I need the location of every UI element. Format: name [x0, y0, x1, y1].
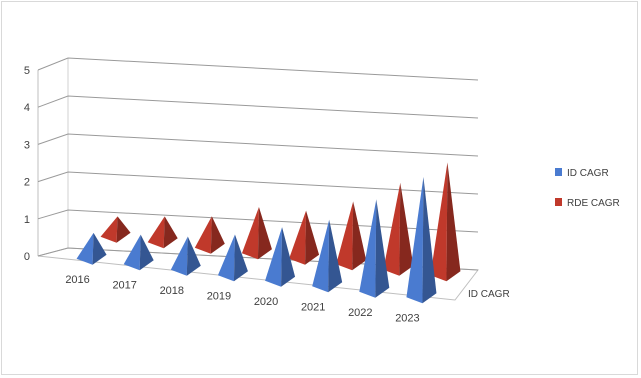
depth-axis-label: ID CAGR: [468, 289, 510, 300]
x-tick-label: 2023: [395, 312, 419, 324]
pyramid-face-front: [406, 177, 424, 304]
pyramid-face-side: [210, 216, 225, 254]
pyramid-face-front: [194, 216, 212, 254]
pyramid-face-side: [422, 177, 437, 304]
pyramid-face-side: [233, 234, 248, 282]
pyramid-face-front: [312, 219, 330, 293]
gridline: [37, 57, 479, 81]
pyramid-rde-cagr: [241, 207, 272, 260]
gridline: [37, 171, 479, 195]
pyramid-face-front: [241, 207, 259, 260]
pyramid-face-front: [147, 216, 165, 249]
x-tick-label: 2021: [301, 301, 325, 313]
pyramid-id-cagr: [170, 236, 201, 276]
pyramid-face-side: [352, 201, 367, 271]
legend-swatch: [555, 198, 562, 206]
pyramid-face-side: [375, 199, 390, 298]
gridline: [37, 209, 479, 233]
pyramid-rde-cagr: [147, 216, 178, 249]
pyramid-face-side: [328, 219, 343, 293]
pyramid-id-cagr: [359, 199, 390, 298]
pyramid-id-cagr: [76, 232, 107, 265]
pyramid-rde-cagr: [289, 210, 320, 265]
legend: ID CAGR RDE CAGR: [555, 168, 620, 209]
x-tick-label: 2019: [207, 290, 231, 302]
pyramid-face-side: [163, 216, 178, 249]
pyramid-id-cagr: [312, 219, 343, 293]
x-tick-label: 2020: [254, 296, 278, 308]
pyramid-face-side: [446, 162, 461, 282]
pyramid-face-front: [359, 199, 377, 298]
x-axis-categories: 2016 2017 2018 2019 2020 2021 2022 2023: [65, 274, 419, 325]
y-tick-label: 5: [24, 65, 30, 77]
gridlines: [37, 57, 479, 271]
pyramid-face-front: [289, 210, 307, 265]
pyramid-rde-cagr: [430, 162, 461, 282]
gridline: [37, 133, 479, 157]
pyramid-id-cagr: [217, 234, 248, 282]
pyramid-face-side: [186, 236, 201, 276]
gridline: [37, 95, 479, 119]
pyramid-id-cagr: [123, 234, 154, 271]
pyramid-face-front: [265, 227, 283, 287]
pyramid-face-front: [76, 232, 94, 265]
data-marks: [76, 162, 461, 304]
pyramid-face-front: [217, 234, 235, 282]
pyramid-face-front: [123, 234, 141, 271]
pyramid-face-front: [430, 162, 448, 282]
legend-entry: RDE CAGR: [567, 198, 620, 209]
pyramid-face-side: [257, 207, 272, 260]
pyramid-id-cagr: [265, 227, 296, 287]
x-tick-label: 2016: [65, 274, 89, 286]
y-axis-ticks: 0 1 2 3 4 5: [24, 65, 30, 263]
y-tick-label: 1: [24, 214, 30, 226]
y-tick-label: 0: [24, 251, 30, 263]
pyramid-rde-cagr: [336, 201, 367, 271]
pyramid-face-front: [336, 201, 354, 271]
legend-swatch: [555, 168, 562, 176]
y-tick-label: 2: [24, 177, 30, 189]
pyramid-face-side: [139, 234, 154, 271]
pyramid-face-side: [305, 210, 320, 265]
pyramid-rde-cagr: [100, 216, 131, 243]
pyramid-face-front: [383, 182, 401, 276]
y-tick-label: 3: [24, 139, 30, 151]
y-tick-label: 4: [24, 102, 30, 114]
pyramid-face-side: [281, 227, 296, 287]
pyramid-face-side: [116, 216, 131, 243]
x-tick-label: 2022: [348, 307, 372, 319]
pyramid-rde-cagr: [383, 182, 414, 276]
legend-entry: ID CAGR: [567, 168, 609, 179]
x-tick-label: 2017: [112, 279, 136, 291]
x-tick-label: 2018: [160, 285, 184, 297]
pyramid-face-front: [100, 216, 118, 243]
pyramid-face-side: [92, 232, 107, 265]
pyramid-face-side: [399, 182, 414, 276]
pyramid-face-front: [170, 236, 188, 276]
pyramid-id-cagr: [406, 177, 437, 304]
pyramid-rde-cagr: [194, 216, 225, 254]
